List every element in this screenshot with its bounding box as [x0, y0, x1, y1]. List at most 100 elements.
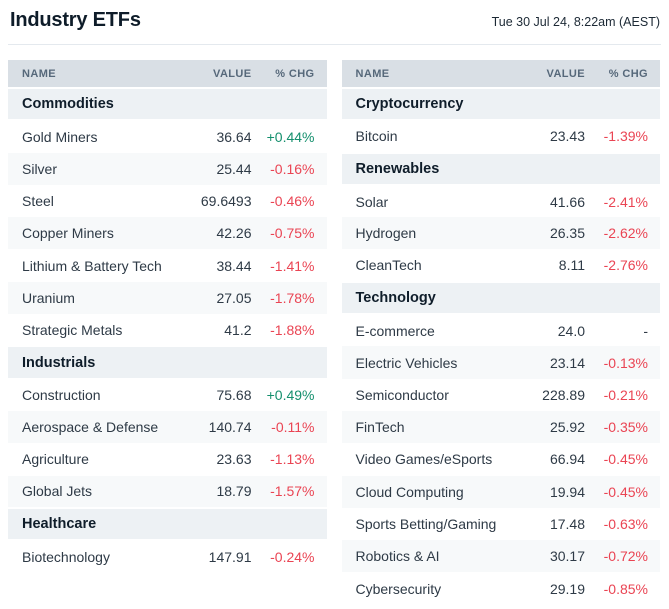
etf-percent-change: -0.35%	[585, 410, 660, 444]
section-header-row: Healthcare	[8, 506, 327, 542]
etf-row: Electric Vehicles 23.14 -0.13%	[341, 346, 660, 379]
etf-row: Construction 75.68 +0.49%	[8, 379, 327, 411]
etf-percent-change: -0.85%	[603, 580, 648, 597]
etf-table-left: NAME VALUE% CHG Commodities Gold Miners 36.6…	[8, 60, 327, 572]
etf-value: 41.2	[224, 321, 252, 338]
etf-name: Strategic Metals	[22, 321, 123, 338]
column-header-name: NAME	[341, 60, 505, 89]
etf-percent-change: -0.24%	[270, 548, 315, 565]
section-title: Renewables	[341, 151, 660, 186]
section-header-row: Cryptocurrency	[341, 86, 660, 122]
etf-row: Solar 41.66 -2.41%	[342, 185, 661, 217]
etf-value: 38.44	[216, 257, 252, 274]
etf-row: Hydrogen 26.35 -2.62%	[341, 217, 660, 250]
etf-row: Steel 69.6493 -0.46%	[8, 185, 327, 217]
etf-name: Global Jets	[8, 475, 172, 508]
etf-percent-change: +0.44%	[266, 128, 315, 145]
etf-percent-change: -0.45%	[585, 475, 660, 508]
etf-row: Aerospace & Defense 140.74 -0.11%	[8, 410, 327, 444]
etf-row: Cybersecurity 29.19 -0.85%	[342, 572, 661, 604]
etf-row: Strategic Metals 41.2 -1.88%	[8, 314, 327, 346]
etf-row: Lithium & Battery Tech 38.44 -1.41%	[8, 249, 327, 281]
etf-name: Solar	[355, 193, 389, 210]
etf-value: 25.92	[505, 410, 585, 444]
etf-row: Cloud Computing 19.94 -0.45%	[341, 475, 660, 508]
etf-name: Gold Miners	[22, 128, 98, 145]
column-header-name: NAME	[8, 60, 172, 89]
etf-value: 24.0	[557, 322, 585, 339]
etf-percent-change: -0.45%	[603, 451, 648, 468]
etf-name: Silver	[8, 152, 172, 185]
etf-table-right: NAME VALUE% CHG Cryptocurrency Bitcoin 23.43…	[341, 60, 661, 605]
section-title: Technology	[341, 280, 660, 316]
etf-value: 27.05	[171, 281, 252, 315]
etf-row: Silver 25.44 -0.16%	[8, 152, 327, 185]
etf-name: Hydrogen	[341, 217, 505, 250]
etf-name: Cybersecurity	[355, 580, 442, 597]
section-header-row: Technology	[341, 280, 660, 316]
etf-name: CleanTech	[355, 257, 422, 274]
column-header-value: VALUE	[171, 60, 252, 89]
etf-name: Video Games/eSports	[355, 451, 493, 468]
etf-row: Bitcoin 23.43 -1.39%	[342, 120, 661, 152]
etf-percent-change: -0.13%	[585, 346, 660, 379]
etf-percent-change: -2.62%	[585, 217, 660, 250]
etf-value: 17.48	[549, 516, 585, 532]
etf-name: Biotechnology	[22, 548, 110, 565]
etf-name: Construction	[22, 387, 101, 404]
etf-name: FinTech	[341, 410, 505, 444]
tables-wrapper: NAME VALUE% CHG Commodities Gold Miners 36.6…	[0, 45, 669, 605]
etf-row: E-commerce 24.0 -	[342, 314, 661, 346]
etf-name: Agriculture	[22, 451, 89, 468]
etf-row: Semiconductor 228.89 -0.21%	[342, 379, 661, 411]
etf-value: 29.19	[549, 580, 585, 597]
etf-value: 8.11	[558, 257, 585, 274]
etf-row: Uranium 27.05 -1.78%	[8, 281, 327, 315]
etf-value: 69.6493	[200, 193, 252, 210]
etf-percent-change: -0.63%	[603, 516, 648, 532]
section-header-row: Industrials	[8, 345, 327, 380]
etf-row: Biotechnology 147.91 -0.24%	[8, 540, 327, 572]
etf-percent-change: -1.13%	[270, 451, 315, 468]
etf-name: Aerospace & Defense	[8, 410, 172, 444]
etf-value: 23.43	[549, 128, 585, 145]
panel-header: Industry ETFs Tue 30 Jul 24, 8:22am (AES…	[0, 0, 669, 44]
column-header-row: NAME VALUE% CHG	[341, 60, 660, 89]
etf-name: Bitcoin	[355, 128, 398, 145]
etf-row: Robotics & AI 30.17 -0.72%	[341, 540, 660, 573]
etf-row: Gold Miners 36.64 +0.44%	[8, 120, 327, 152]
etf-value: 19.94	[505, 475, 585, 508]
section-title: Cryptocurrency	[341, 86, 660, 122]
etf-percent-change: -0.16%	[251, 152, 327, 185]
etf-percent-change: -1.78%	[251, 281, 327, 315]
etf-percent-change: -1.41%	[270, 257, 315, 274]
section-title: Healthcare	[8, 506, 327, 542]
etf-value: 66.94	[549, 451, 585, 468]
section-header-row: Renewables	[341, 151, 660, 186]
etf-percent-change: -1.39%	[603, 128, 648, 145]
etf-name: Cloud Computing	[341, 475, 505, 508]
etf-value: 30.17	[505, 540, 585, 573]
etf-value: 228.89	[542, 386, 585, 403]
etf-name: Copper Miners	[8, 217, 172, 250]
etf-percent-change: -0.11%	[251, 410, 327, 444]
column-header-row: NAME VALUE% CHG	[8, 60, 327, 89]
etf-percent-change: +0.49%	[266, 387, 315, 404]
etf-value: 147.91	[208, 548, 252, 565]
etf-name: Electric Vehicles	[341, 346, 505, 379]
etf-name: Steel	[22, 193, 54, 210]
etf-percent-change: -	[643, 322, 648, 339]
section-title: Commodities	[8, 86, 327, 122]
etf-value: 26.35	[505, 217, 585, 250]
etf-row: Video Games/eSports 66.94 -0.45%	[342, 443, 661, 475]
column-header-chg: % CHG	[251, 60, 327, 89]
section-title: Industrials	[8, 345, 327, 380]
column-header-value: VALUE	[505, 60, 585, 89]
etf-row: Copper Miners 42.26 -0.75%	[8, 217, 327, 250]
etf-value: 140.74	[171, 410, 252, 444]
etf-name: Lithium & Battery Tech	[22, 257, 162, 274]
etf-value: 18.79	[171, 475, 252, 508]
etf-row: Agriculture 23.63 -1.13%	[8, 443, 327, 475]
etf-value: 23.63	[216, 451, 252, 468]
